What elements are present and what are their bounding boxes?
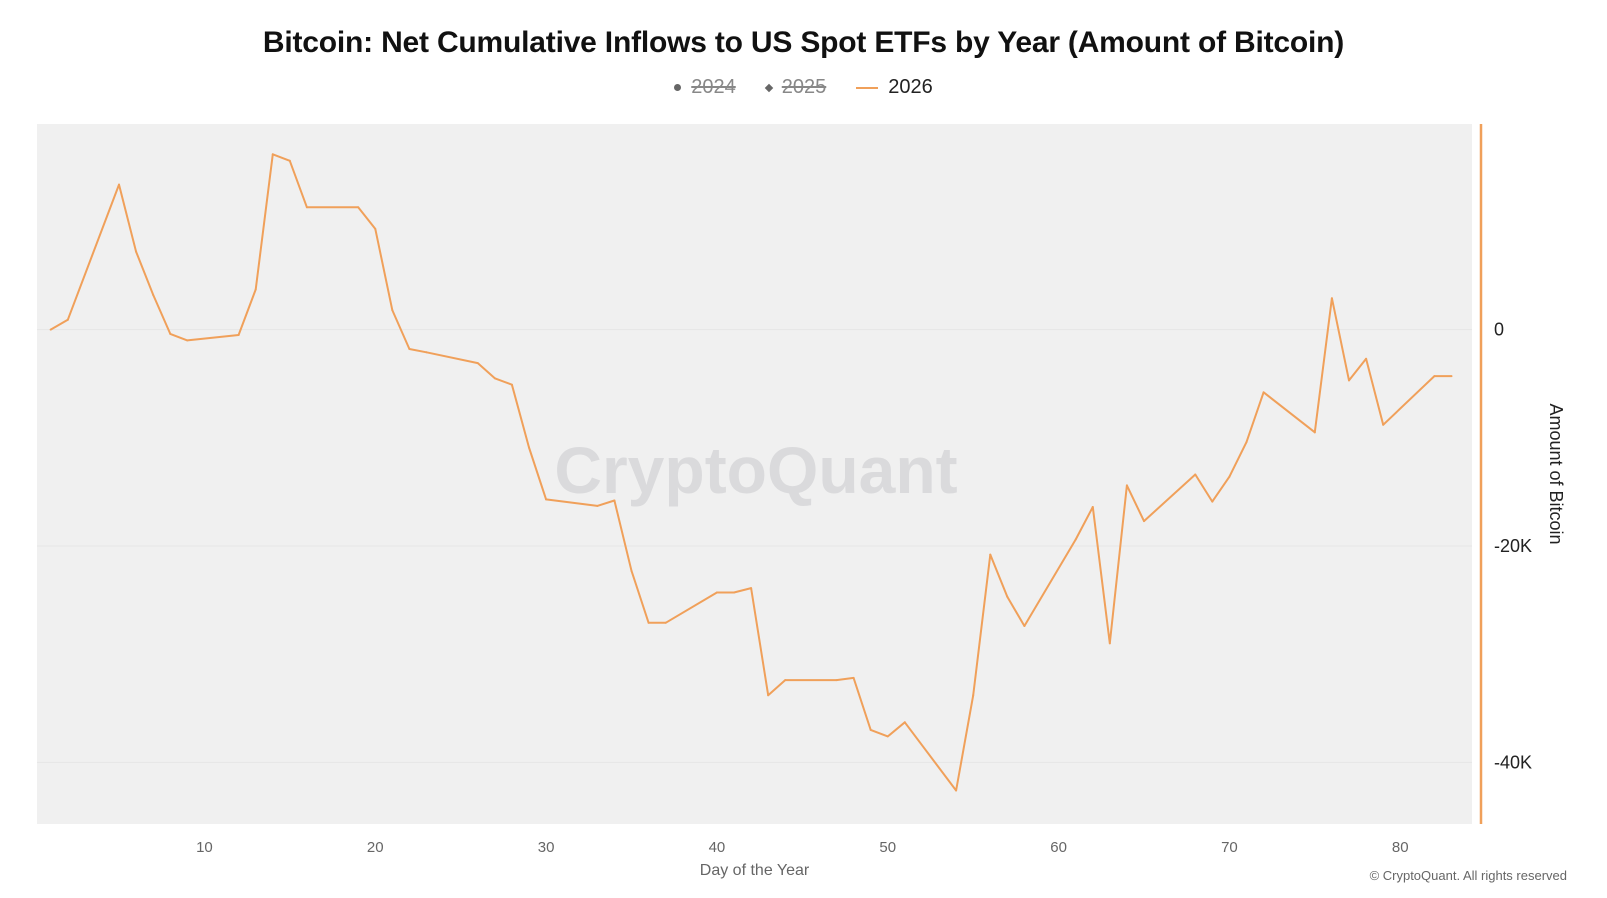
- data-point[interactable]: [1143, 520, 1145, 523]
- data-point[interactable]: [1125, 484, 1128, 487]
- data-point[interactable]: [596, 504, 599, 507]
- data-point[interactable]: [835, 679, 838, 682]
- data-point[interactable]: [1313, 431, 1316, 434]
- data-point[interactable]: [1228, 475, 1231, 478]
- data-point[interactable]: [254, 288, 257, 291]
- plot-area: [37, 124, 1472, 824]
- data-point[interactable]: [1365, 357, 1368, 360]
- copyright-notice: © CryptoQuant. All rights reserved: [1369, 868, 1567, 883]
- data-point[interactable]: [528, 446, 530, 449]
- dot-marker-icon: [674, 84, 682, 91]
- data-point[interactable]: [869, 728, 872, 731]
- data-point[interactable]: [1262, 391, 1265, 394]
- legend-item-2024[interactable]: 2024: [674, 76, 736, 99]
- x-tick-label: 50: [879, 839, 896, 856]
- data-point[interactable]: [1330, 297, 1333, 300]
- data-point[interactable]: [886, 735, 889, 738]
- chart-title: Bitcoin: Net Cumulative Inflows to US Sp…: [262, 26, 1345, 59]
- data-point[interactable]: [1382, 423, 1385, 426]
- data-point[interactable]: [476, 362, 479, 365]
- x-tick-label: 20: [367, 839, 384, 856]
- x-axis-label: Day of the Year: [699, 862, 810, 879]
- data-point[interactable]: [357, 206, 360, 209]
- data-point[interactable]: [237, 333, 240, 336]
- series-points-2026: [49, 153, 1453, 792]
- data-point[interactable]: [750, 587, 753, 590]
- data-point[interactable]: [630, 569, 633, 572]
- legend-item-2025[interactable]: 2025: [764, 76, 827, 99]
- data-point[interactable]: [374, 227, 377, 230]
- data-point[interactable]: [733, 591, 735, 594]
- data-point[interactable]: [169, 332, 172, 335]
- data-point[interactable]: [1348, 379, 1350, 382]
- data-point[interactable]: [1023, 625, 1026, 628]
- data-point[interactable]: [118, 183, 120, 186]
- data-point[interactable]: [767, 694, 770, 697]
- watermark: CryptoQuant: [554, 433, 957, 507]
- x-tick-label: 40: [709, 839, 726, 856]
- data-point[interactable]: [271, 153, 274, 156]
- data-point[interactable]: [647, 621, 650, 624]
- x-axis-ticks: 10 20 30 40 50 60 70 80: [196, 839, 1409, 856]
- x-tick-label: 70: [1221, 839, 1238, 856]
- data-point[interactable]: [66, 318, 69, 321]
- data-point[interactable]: [1108, 642, 1111, 645]
- data-point[interactable]: [955, 789, 958, 792]
- data-point[interactable]: [715, 591, 718, 594]
- data-point[interactable]: [989, 553, 992, 556]
- data-point[interactable]: [1245, 441, 1248, 444]
- line-marker-icon: [856, 86, 879, 89]
- data-point[interactable]: [972, 694, 975, 697]
- data-point[interactable]: [1211, 500, 1214, 503]
- y-tick-label: -40K: [1494, 752, 1532, 772]
- data-point[interactable]: [903, 721, 906, 724]
- x-tick-label: 60: [1050, 839, 1067, 856]
- y-tick-label: 0: [1494, 320, 1504, 340]
- data-point[interactable]: [784, 679, 787, 682]
- legend-item-2026[interactable]: 2026: [856, 76, 933, 99]
- y-axis-label: Amount of Bitcoin: [1546, 403, 1566, 544]
- data-point[interactable]: [49, 328, 52, 331]
- data-point[interactable]: [510, 383, 513, 386]
- data-point[interactable]: [391, 309, 394, 312]
- data-point[interactable]: [664, 621, 667, 624]
- data-point[interactable]: [1194, 473, 1197, 476]
- data-point[interactable]: [408, 348, 411, 351]
- y-tick-label: -20K: [1494, 536, 1532, 556]
- data-point[interactable]: [1433, 375, 1436, 378]
- legend: 2024 2025 2026: [0, 76, 1607, 99]
- x-tick-label: 30: [538, 839, 555, 856]
- data-point[interactable]: [135, 250, 138, 253]
- x-tick-label: 10: [196, 839, 213, 856]
- data-point[interactable]: [288, 159, 291, 162]
- legend-label-2025: 2025: [781, 76, 827, 98]
- data-point[interactable]: [1450, 375, 1453, 378]
- data-point[interactable]: [852, 676, 855, 679]
- grid-lines: [37, 329, 1472, 763]
- data-point[interactable]: [545, 498, 548, 501]
- data-point[interactable]: [1074, 538, 1077, 541]
- data-point[interactable]: [613, 499, 616, 502]
- x-tick-label: 80: [1392, 839, 1409, 856]
- data-point[interactable]: [305, 206, 308, 209]
- data-point[interactable]: [152, 293, 155, 296]
- legend-label-2026: 2026: [888, 76, 933, 98]
- data-point[interactable]: [1091, 505, 1094, 508]
- data-point[interactable]: [493, 377, 496, 380]
- data-point[interactable]: [425, 351, 428, 354]
- y-axis-ticks: 0 -20K -40K: [1494, 320, 1532, 773]
- data-point[interactable]: [186, 339, 189, 342]
- data-point[interactable]: [1006, 595, 1009, 598]
- legend-label-2024: 2024: [691, 76, 736, 98]
